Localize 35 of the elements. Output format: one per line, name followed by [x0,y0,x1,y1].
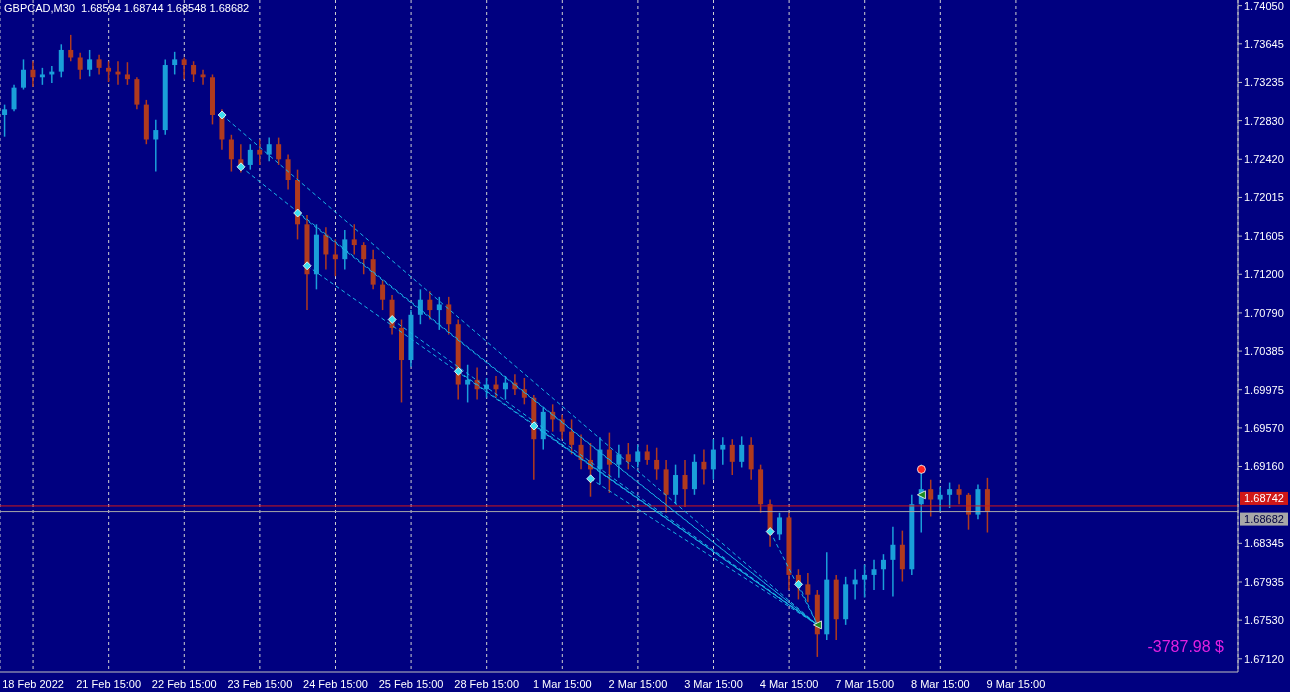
x-tick-label: 2 Mar 15:00 [608,677,668,690]
x-tick-label: 18 Feb 2022 [2,677,64,690]
x-tick-label: 25 Feb 15:00 [378,677,444,690]
x-tick-label: 24 Feb 15:00 [303,677,368,690]
x-tick-label: 22 Feb 15:00 [151,677,217,690]
y-tick-label: 1.71605 [1244,230,1284,242]
ref-line-label: 1.68682 [1244,513,1284,526]
y-tick-label: 1.69570 [1244,421,1284,434]
x-tick-label: 1 Mar 15:00 [532,677,592,690]
y-tick-label: 1.70385 [1244,344,1284,357]
x-tick-label: 9 Mar 15:00 [986,677,1046,690]
x-tick-label: 21 Feb 15:00 [76,677,142,690]
x-tick-label: 7 Mar 15:00 [835,677,895,690]
annotation: -3787.98 $ [1147,638,1224,656]
y-tick-label: 1.67120 [1244,652,1284,665]
y-tick-label: 1.68345 [1244,537,1284,550]
y-tick-label: 1.67935 [1244,575,1284,588]
y-tick-label: 1.69160 [1244,460,1284,473]
y-tick-label: 1.72420 [1244,153,1284,166]
x-tick-label: 8 Mar 15:00 [910,677,970,690]
y-tick-label: 1.71200 [1244,268,1284,281]
ref-line-label: 1.68742 [1244,492,1284,505]
y-tick-label: 1.67530 [1244,614,1284,627]
y-tick-label: 1.73645 [1244,37,1284,50]
y-tick-label: 1.70790 [1244,306,1284,319]
chart-title: GBPCAD,M30 1.68594 1.68744 1.68548 1.68682 [4,2,250,14]
y-tick-label: 1.72830 [1244,114,1284,127]
x-tick-label: 23 Feb 15:00 [227,677,293,690]
x-tick-label: 4 Mar 15:00 [759,677,819,690]
x-tick-label: 3 Mar 15:00 [684,677,743,690]
x-tick-label: 28 Feb 15:00 [454,677,520,690]
y-tick-label: 1.72015 [1244,191,1284,204]
y-tick-label: 1.73235 [1244,76,1284,89]
y-tick-label: 1.69975 [1244,383,1284,396]
y-tick-label: 1.74050 [1244,0,1284,12]
